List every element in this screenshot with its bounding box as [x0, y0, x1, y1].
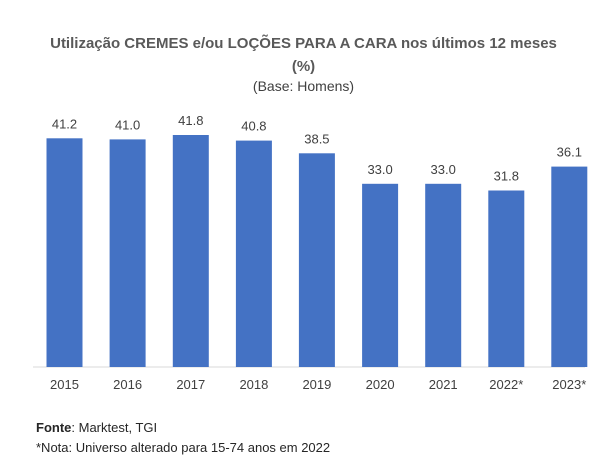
x-tick-label-2020: 2020 [366, 377, 395, 392]
value-label-2017: 41.8 [178, 113, 203, 128]
universe-note: *Nota: Universo alterado para 15-74 anos… [36, 440, 331, 455]
bar-2017 [172, 135, 209, 367]
source-label: Fonte [36, 420, 72, 435]
x-tick-label-2018: 2018 [239, 377, 268, 392]
chart-footer: Fonte: Marktest, TGI *Nota: Universo alt… [36, 418, 330, 458]
bar-2020 [362, 183, 399, 367]
bar-2018 [235, 140, 272, 367]
source-line: Fonte: Marktest, TGI [36, 418, 330, 438]
value-label-2016: 41.0 [115, 117, 140, 132]
x-tick-label-2019: 2019 [302, 377, 331, 392]
value-label-2020: 33.0 [367, 162, 392, 177]
value-label-2023: 36.1 [557, 145, 582, 160]
value-label-2018: 40.8 [241, 119, 266, 134]
chart-title: Utilização CREMES e/ou LOÇÕES PARA A CAR… [50, 35, 557, 75]
bar-2022 [488, 190, 525, 367]
chart-subtitle: (Base: Homens) [252, 78, 355, 94]
x-tick-label-2022: 2022* [489, 377, 523, 392]
x-tick-label-2015: 2015 [50, 377, 79, 392]
value-label-2019: 38.5 [304, 131, 329, 146]
bar-2021 [425, 183, 462, 367]
x-tick-label-2023: 2023* [552, 377, 586, 392]
value-label-2015: 41.2 [52, 116, 77, 131]
x-tick-label-2017: 2017 [176, 377, 205, 392]
source-text: : Marktest, TGI [71, 420, 158, 435]
bar-2019 [298, 153, 335, 367]
bar-2015 [46, 138, 83, 367]
bar-2023 [551, 166, 588, 367]
x-tick-label-2021: 2021 [429, 377, 458, 392]
x-tick-label-2016: 2016 [113, 377, 142, 392]
bar-2016 [109, 139, 146, 367]
value-label-2021: 33.0 [431, 162, 456, 177]
value-label-2022: 31.8 [494, 169, 519, 184]
